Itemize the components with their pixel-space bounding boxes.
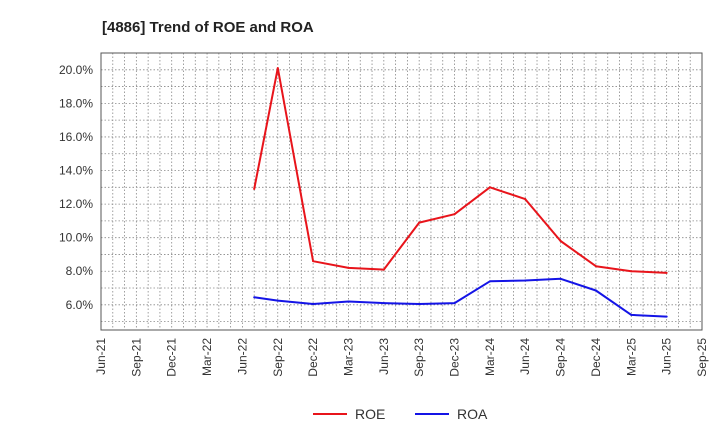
legend-label-roe: ROE bbox=[355, 406, 385, 422]
x-tick-label: Jun-21 bbox=[94, 338, 108, 375]
legend: ROE ROA bbox=[313, 406, 488, 422]
x-tick-label: Sep-24 bbox=[554, 338, 568, 377]
x-axis-ticks: Jun-21 Sep-21 Dec-21 Mar-22 Jun-22 Sep-22 Dec-… bbox=[94, 338, 709, 377]
plot-frame bbox=[100, 52, 703, 331]
x-tick-label: Dec-22 bbox=[306, 338, 320, 377]
y-tick-label: 12.0% bbox=[59, 197, 93, 211]
x-tick-label: Dec-23 bbox=[448, 338, 462, 377]
series-lines bbox=[253, 67, 668, 318]
legend-label-roa: ROA bbox=[457, 406, 488, 422]
y-tick-label: 18.0% bbox=[59, 96, 93, 110]
y-tick-label: 10.0% bbox=[59, 231, 93, 245]
data-point-roa bbox=[382, 302, 385, 305]
data-point-roe bbox=[630, 270, 633, 273]
data-point-roe bbox=[382, 268, 385, 271]
x-tick-label: Sep-23 bbox=[412, 338, 426, 377]
data-point-roa bbox=[488, 280, 491, 283]
data-point-roe bbox=[253, 187, 256, 190]
y-tick-label: 20.0% bbox=[59, 63, 93, 77]
data-point-roa bbox=[418, 302, 421, 305]
y-tick-label: 6.0% bbox=[66, 298, 94, 312]
x-tick-label: Jun-23 bbox=[377, 338, 391, 375]
x-tick-label: Sep-25 bbox=[695, 338, 709, 377]
data-point-roe bbox=[312, 260, 315, 263]
x-tick-label: Jun-24 bbox=[518, 338, 532, 375]
x-tick-label: Mar-23 bbox=[341, 338, 355, 376]
data-point-roe bbox=[276, 67, 279, 70]
data-point-roe bbox=[418, 221, 421, 224]
data-point-roe bbox=[453, 213, 456, 216]
data-point-roe bbox=[347, 266, 350, 269]
data-point-roa bbox=[276, 299, 279, 302]
data-point-roa bbox=[559, 277, 562, 280]
series-line-roe bbox=[253, 67, 667, 274]
y-tick-label: 16.0% bbox=[59, 130, 93, 144]
series-line-roa bbox=[254, 277, 667, 318]
data-point-roa bbox=[524, 279, 527, 282]
data-point-roa bbox=[312, 302, 315, 305]
data-point-roa bbox=[453, 302, 456, 305]
x-tick-label: Jun-25 bbox=[660, 338, 674, 375]
data-point-roa bbox=[630, 313, 633, 316]
x-tick-label: Mar-22 bbox=[200, 338, 214, 376]
x-tick-label: Mar-24 bbox=[483, 338, 497, 376]
x-tick-label: Sep-21 bbox=[129, 338, 143, 377]
y-axis-ticks: 6.0% 8.0% 10.0% 12.0% 14.0% 16.0% 18.0% 20.0% bbox=[59, 63, 93, 312]
data-point-roa bbox=[253, 296, 256, 299]
x-tick-label: Sep-22 bbox=[271, 338, 285, 377]
y-tick-label: 8.0% bbox=[66, 264, 94, 278]
x-tick-label: Mar-25 bbox=[624, 338, 638, 376]
data-point-roe bbox=[665, 271, 668, 274]
data-point-roe bbox=[488, 186, 491, 189]
x-tick-label: Jun-22 bbox=[235, 338, 249, 375]
data-point-roa bbox=[665, 315, 668, 318]
grid bbox=[101, 52, 702, 330]
data-point-roe bbox=[524, 198, 527, 201]
data-point-roe bbox=[594, 265, 597, 268]
y-tick-label: 14.0% bbox=[59, 164, 93, 178]
data-point-roa bbox=[594, 289, 597, 292]
x-tick-label: Dec-24 bbox=[589, 338, 603, 377]
data-point-roe bbox=[559, 240, 562, 243]
chart-title: [4886] Trend of ROE and ROA bbox=[102, 19, 314, 36]
data-point-roa bbox=[347, 300, 350, 303]
x-tick-label: Dec-21 bbox=[165, 338, 179, 377]
